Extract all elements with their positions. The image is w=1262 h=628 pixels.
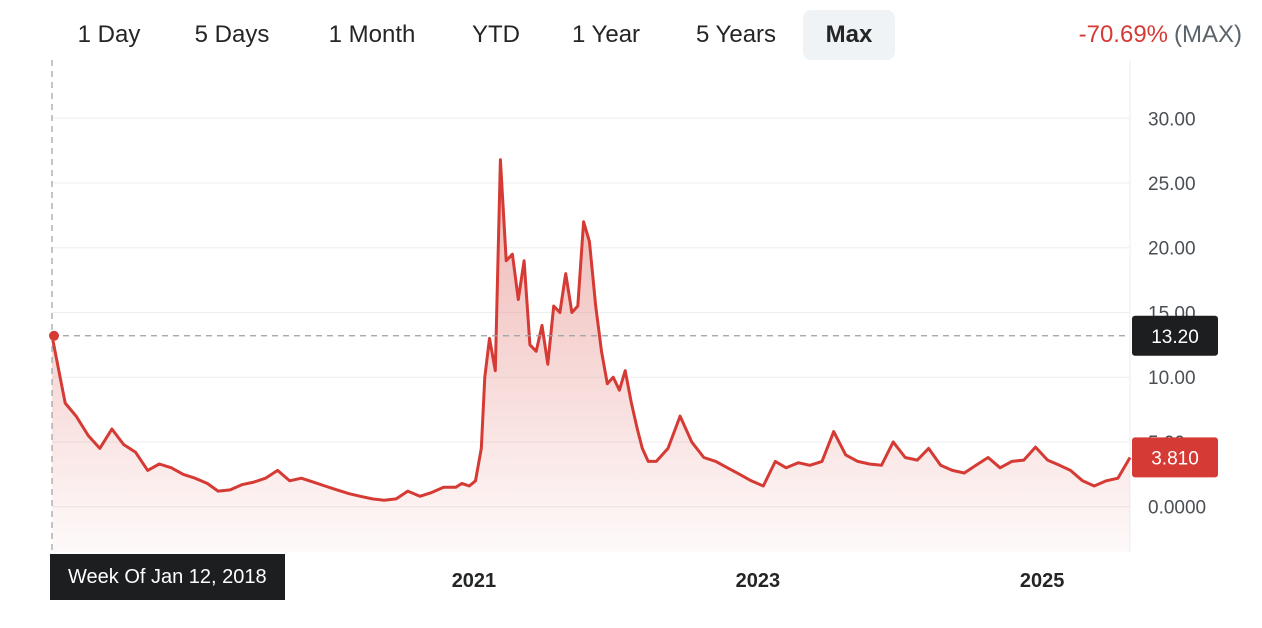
price-area-fill xyxy=(52,159,1130,552)
y-tick-label: 0.0000 xyxy=(1148,498,1206,519)
y-tick-label: 25.00 xyxy=(1148,174,1196,195)
range-button-ytd[interactable]: YTD xyxy=(472,21,520,48)
price-line xyxy=(50,158,1132,502)
change-period: (MAX) xyxy=(1174,21,1242,48)
crosshair-point xyxy=(49,330,59,341)
y-tick-label: 10.00 xyxy=(1148,368,1196,389)
x-tick-label: 2021 xyxy=(452,570,497,592)
crosshair-price-tag xyxy=(1132,315,1218,356)
performance-change: -70.69% (MAX) xyxy=(1079,10,1242,60)
x-tick-label: 2023 xyxy=(736,570,781,592)
range-button-5-years[interactable]: 5 Years xyxy=(695,21,777,48)
crosshair-price-tag-text: 13.20 xyxy=(1151,327,1199,348)
y-tick-label: 30.00 xyxy=(1148,109,1196,130)
range-button-1-month[interactable]: 1 Month xyxy=(328,21,416,48)
range-button-1-year[interactable]: 1 Year xyxy=(571,21,641,48)
range-button-max[interactable]: Max xyxy=(803,10,895,60)
range-button-1-day[interactable]: 1 Day xyxy=(77,21,141,48)
x-tick-label: 2025 xyxy=(1020,570,1065,592)
range-button-5-days[interactable]: 5 Days xyxy=(194,21,270,48)
change-percent: -70.69% xyxy=(1078,21,1168,48)
last-price-tag xyxy=(1132,437,1218,478)
last-price-tag-text: 3.810 xyxy=(1151,448,1199,469)
y-tick-label: 20.00 xyxy=(1148,239,1196,260)
crosshair-date-label: Week Of Jan 12, 2018 xyxy=(50,554,285,600)
